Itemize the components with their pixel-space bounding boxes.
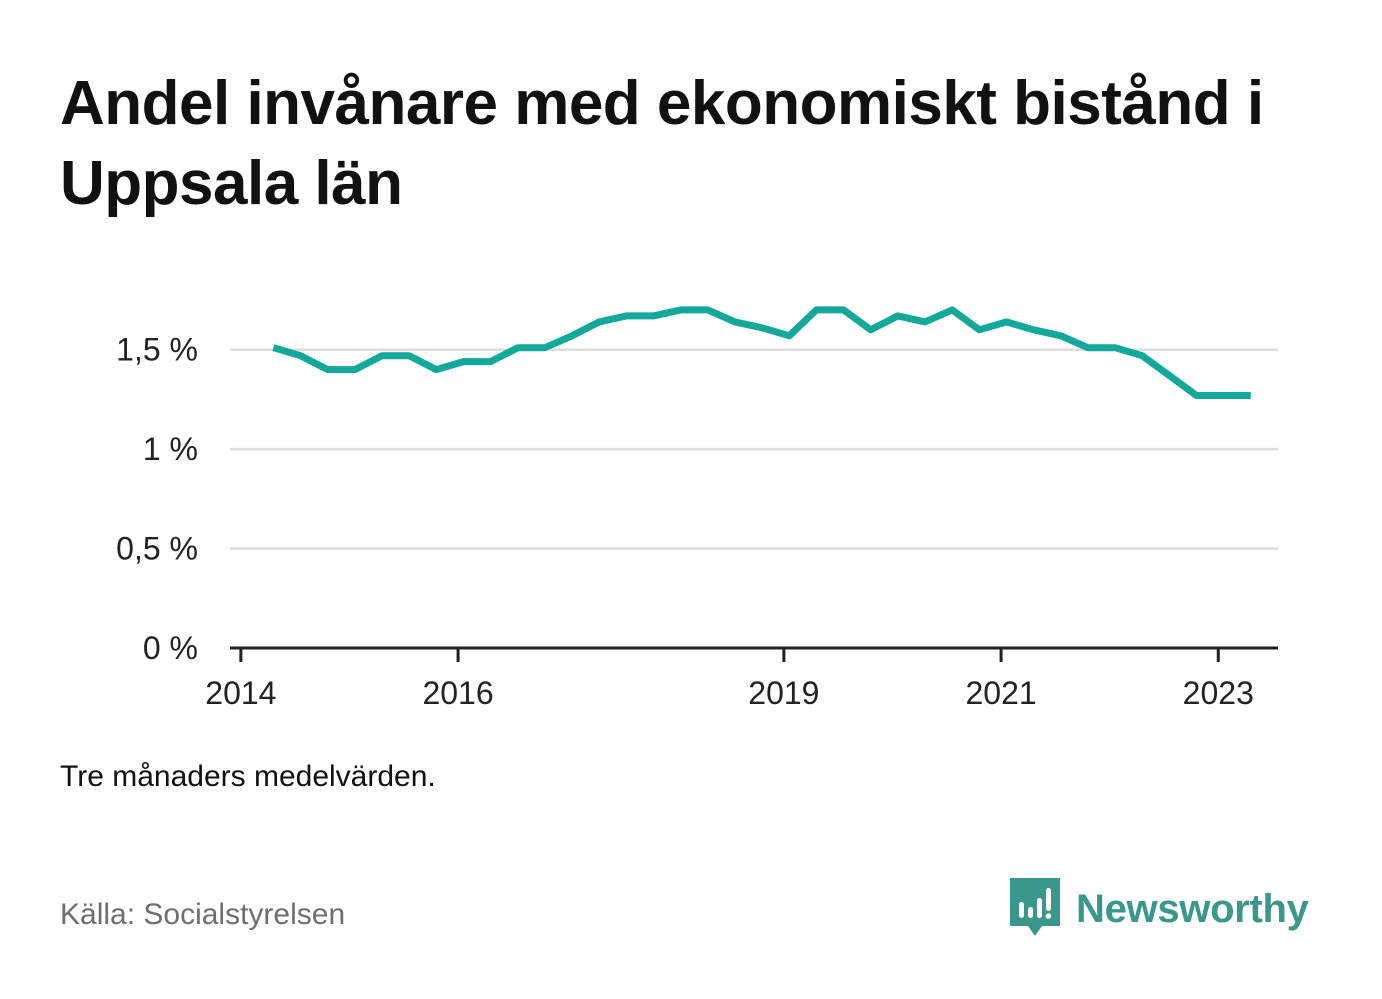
x-tick-label: 2021 bbox=[965, 675, 1036, 711]
newsworthy-logo-icon bbox=[1010, 878, 1060, 936]
y-axis: 0 % 0,5 % 1 % 1,5 % bbox=[116, 332, 198, 666]
x-tick-label: 2019 bbox=[748, 675, 819, 711]
series-line bbox=[272, 306, 1251, 399]
y-tick-label: 1,5 % bbox=[116, 332, 198, 368]
chart-title: Andel invånare med ekonomiskt bistånd i … bbox=[60, 69, 1264, 218]
y-tick-label: 0,5 % bbox=[116, 531, 198, 567]
x-tick-label: 2014 bbox=[205, 675, 276, 711]
x-axis: 2014 2016 2019 2021 2023 bbox=[205, 646, 1278, 711]
x-tick-label: 2016 bbox=[422, 675, 493, 711]
x-tick-label: 2023 bbox=[1183, 675, 1254, 711]
source-label: Källa: Socialstyrelsen bbox=[60, 898, 346, 931]
grid-lines bbox=[230, 348, 1278, 550]
series-layer bbox=[272, 306, 1251, 399]
brand-name: Newsworthy bbox=[1076, 886, 1309, 931]
chart-note: Tre månaders medelvärden. bbox=[60, 760, 436, 793]
brand-logo: Newsworthy bbox=[1010, 878, 1309, 940]
y-tick-label: 0 % bbox=[143, 630, 198, 666]
y-tick-label: 1 % bbox=[143, 431, 198, 467]
